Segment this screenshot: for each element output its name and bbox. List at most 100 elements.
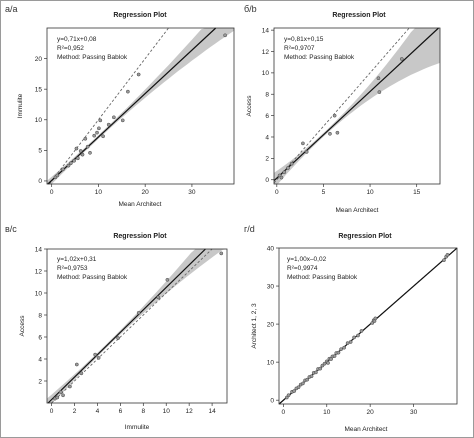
data-point — [359, 329, 364, 333]
panel-a-ylabel: Immulite — [17, 93, 24, 118]
data-point — [339, 347, 343, 352]
data-point — [116, 336, 120, 340]
panel-c: в/c Regression Plot 0 2 4 6 8 10 12 14 2 4 6 8 10 12… — [5, 224, 228, 431]
panel-d-xlabel: Mean Architect — [345, 426, 388, 433]
y-tick-label: 8 — [265, 92, 269, 99]
y-tick-label: 40 — [267, 245, 275, 252]
panel-c-xticks: 0 2 4 6 8 10 12 14 — [50, 403, 216, 415]
y-tick-label: 10 — [35, 290, 43, 297]
y-tick-label: 10 — [267, 359, 275, 366]
data-point — [88, 150, 92, 155]
data-point — [58, 390, 63, 394]
data-point — [296, 385, 301, 390]
y-tick-label: 12 — [262, 49, 270, 56]
panel-d-plot-frame — [278, 247, 458, 405]
data-point — [352, 335, 356, 340]
panel-b-label: б/b — [244, 4, 257, 14]
x-tick-label: 20 — [367, 409, 375, 416]
data-point — [373, 316, 378, 321]
data-point — [92, 133, 97, 138]
panel-c-method: Method: Passing Bablok — [57, 274, 128, 281]
panel-d-ylabel: Architect 1, 2, 3 — [251, 303, 258, 349]
data-point — [136, 310, 141, 315]
panel-d-yticks: 0 10 20 30 40 — [267, 245, 279, 404]
confidence-band — [274, 28, 440, 184]
y-tick-label: 4 — [38, 356, 42, 363]
y-tick-label: 6 — [265, 113, 269, 120]
y-tick-label: 12 — [35, 268, 43, 275]
y-tick-label: 15 — [35, 86, 43, 93]
x-tick-label: 2 — [73, 408, 77, 415]
panel-b-band — [274, 28, 440, 184]
panel-b-yticks: 0 2 4 6 8 10 12 14 — [262, 27, 274, 184]
y-tick-label: 14 — [262, 27, 270, 34]
panel-a-xlabel: Mean Architect — [119, 201, 162, 208]
panel-b-ylabel: Access — [246, 95, 253, 117]
x-tick-label: 5 — [322, 189, 326, 196]
data-point — [326, 361, 330, 365]
confidence-band — [47, 249, 227, 403]
y-tick-label: 30 — [267, 283, 275, 290]
data-point — [98, 118, 103, 123]
data-point — [282, 170, 287, 175]
data-point — [305, 377, 310, 382]
data-point — [85, 144, 90, 149]
data-point — [332, 113, 337, 118]
data-point — [304, 150, 309, 154]
identity-line — [48, 27, 169, 185]
data-point — [55, 173, 60, 178]
x-tick-label: 15 — [413, 189, 421, 196]
identity-line — [273, 27, 410, 184]
panel-a-plot-frame — [46, 27, 235, 185]
x-tick-label: 10 — [95, 189, 103, 196]
panel-c-title: Regression Plot — [113, 233, 167, 240]
data-point — [106, 122, 111, 127]
data-point — [279, 175, 284, 180]
panel-a-title: Regression Plot — [113, 12, 167, 19]
panel-d-method: Method: Passing Bablok — [287, 274, 358, 281]
data-point — [445, 252, 450, 257]
panel-c-ylabel: Access — [19, 315, 26, 337]
panel-a: a/a Regression Plot 0 10 20 30 0 5 10 15 20 y=0… — [5, 4, 235, 208]
data-point — [78, 149, 83, 153]
panel-a-r2: R²=0,952 — [57, 45, 84, 52]
data-point — [83, 136, 88, 141]
x-tick-label: 0 — [275, 189, 279, 196]
data-point — [101, 134, 105, 139]
data-point — [74, 362, 79, 367]
data-point — [93, 352, 98, 357]
data-point — [301, 381, 305, 386]
panel-d-r2: R²=0,9974 — [287, 265, 318, 272]
data-point — [219, 251, 224, 256]
data-point — [61, 167, 65, 172]
panel-d-label: г/d — [244, 224, 255, 234]
data-point — [442, 258, 446, 263]
data-point — [377, 90, 382, 94]
panel-d-title: Regression Plot — [338, 233, 392, 240]
panel-b-points — [277, 57, 404, 180]
panel-a-lines — [47, 27, 217, 185]
data-point — [136, 72, 141, 77]
data-point — [348, 340, 353, 344]
data-point — [120, 118, 125, 123]
panel-c-points — [53, 251, 224, 401]
regression-line — [47, 248, 206, 404]
x-tick-label: 20 — [142, 189, 150, 196]
x-tick-label: 0 — [50, 408, 54, 415]
panel-b-lines — [273, 27, 439, 184]
data-point — [356, 333, 360, 338]
data-point — [335, 130, 340, 135]
data-point — [314, 370, 318, 375]
data-point — [286, 166, 290, 170]
panel-a-method: Method: Passing Bablok — [57, 54, 128, 61]
panel-a-band — [47, 28, 234, 184]
data-point — [328, 131, 332, 136]
y-tick-label: 6 — [38, 334, 42, 341]
data-point — [79, 371, 84, 376]
x-tick-label: 6 — [119, 408, 123, 415]
x-tick-label: 4 — [96, 408, 100, 415]
data-point — [342, 345, 346, 350]
x-tick-label: 30 — [188, 189, 196, 196]
panel-c-equation: y=1,02x+0,31 — [57, 256, 97, 263]
